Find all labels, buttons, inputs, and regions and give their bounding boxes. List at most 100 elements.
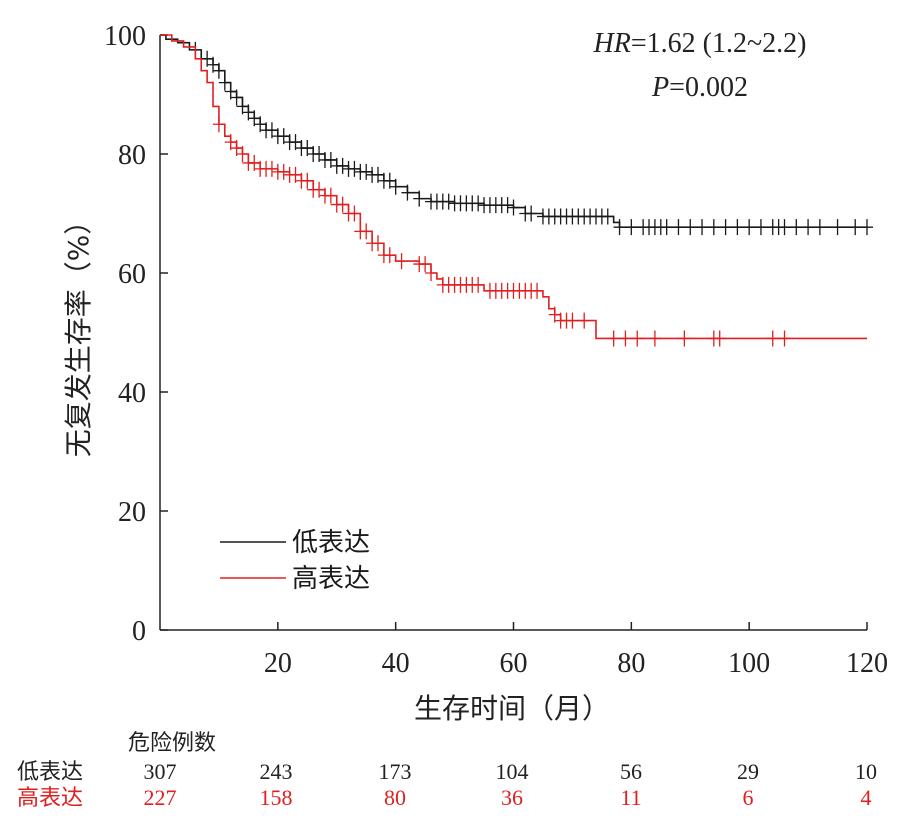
svg-text:P=0.002: P=0.002 [651, 72, 748, 103]
censor-mark-low [442, 193, 455, 210]
series-layer [160, 34, 873, 347]
censor-mark-high [212, 116, 225, 133]
censor-mark-low [625, 219, 638, 236]
svg-text:HR=1.62 (1.2~2.2): HR=1.62 (1.2~2.2) [593, 28, 807, 59]
censor-mark-high [383, 247, 396, 264]
censor-mark-high [778, 330, 791, 347]
censor-mark-low [696, 219, 709, 236]
risk-row-label-high: 高表达 [17, 786, 83, 811]
x-ticks: 20 40 60 80 100 120 [264, 622, 888, 679]
x-tick-label: 20 [264, 648, 292, 679]
censor-mark-high [472, 276, 485, 293]
censor-mark-low [813, 219, 826, 236]
x-axis-title: 生存时间（月） [414, 692, 610, 725]
censor-mark-low [672, 219, 685, 236]
censor-mark-low [831, 219, 844, 236]
risk-count-high: 80 [384, 785, 406, 810]
risk-count-high: 6 [743, 785, 754, 810]
p-label: P [651, 72, 669, 103]
risk-count-low: 173 [379, 759, 412, 784]
censor-mark-low [348, 160, 361, 177]
censor-mark-low [230, 89, 243, 106]
x-tick-label: 80 [617, 648, 645, 679]
risk-count-high: 11 [620, 785, 641, 810]
risk-count-high: 158 [260, 785, 293, 810]
censor-mark-low [802, 219, 815, 236]
censor-mark-low [778, 219, 791, 236]
hr-value: =1.62 (1.2~2.2) [631, 28, 807, 59]
statistics-annotation: HR=1.62 (1.2~2.2) P=0.002 [593, 28, 807, 103]
y-tick-label: 60 [118, 259, 146, 290]
censor-mark-high [648, 330, 661, 347]
series-high [160, 34, 867, 347]
censor-mark-low [401, 184, 414, 201]
censor-mark-low [613, 219, 626, 236]
censor-mark-low [218, 74, 231, 91]
censor-mark-low [790, 219, 803, 236]
censor-mark-low [719, 219, 732, 236]
censor-mark-high [713, 330, 726, 347]
censor-mark-high [336, 196, 349, 213]
y-axis-title: 无复发生存率（%） [62, 207, 95, 458]
censor-mark-high [419, 256, 432, 273]
censor-mark-high [631, 330, 644, 347]
censor-mark-high [277, 163, 290, 180]
censor-mark-high [607, 330, 620, 347]
risk-table-title: 危险例数 [128, 731, 216, 756]
censor-mark-high [766, 330, 779, 347]
y-tick-label: 100 [104, 21, 146, 52]
censor-mark-high [531, 282, 544, 299]
censor-mark-high [348, 205, 361, 222]
risk-row-label-low: 低表达 [17, 760, 83, 785]
censor-mark-low [660, 219, 673, 236]
censor-mark-low [501, 197, 514, 214]
y-tick-label: 0 [132, 616, 146, 647]
legend: 低表达 高表达 [220, 528, 370, 594]
censor-mark-high [578, 312, 591, 329]
censor-mark-high [566, 312, 579, 329]
x-tick-label: 40 [382, 648, 410, 679]
risk-count-low: 104 [496, 759, 529, 784]
censor-mark-low [684, 219, 697, 236]
risk-count-low: 56 [620, 759, 642, 784]
censor-mark-low [707, 219, 720, 236]
censor-mark-low [336, 157, 349, 174]
legend-label-high: 高表达 [292, 564, 370, 594]
x-tick-label: 120 [846, 648, 888, 679]
censor-mark-low [743, 219, 756, 236]
censor-mark-high [395, 253, 408, 270]
risk-count-high: 227 [144, 785, 177, 810]
censor-mark-low [754, 219, 767, 236]
series-low [160, 34, 873, 236]
y-tick-label: 40 [118, 378, 146, 409]
censor-mark-high [236, 146, 249, 162]
censor-mark-low [472, 195, 485, 212]
censor-mark-low [389, 178, 402, 195]
censor-mark-low [212, 62, 225, 79]
censor-mark-high [371, 235, 384, 252]
censor-mark-low [360, 163, 373, 180]
censor-mark-low [507, 199, 520, 216]
censor-mark-low [413, 190, 426, 207]
x-tick-label: 100 [728, 648, 770, 679]
censor-mark-low [525, 205, 538, 222]
risk-counts: 307 243 173 104 56 29 10 227 158 80 36 11 6 4 [144, 759, 878, 810]
censor-mark-low [601, 208, 614, 225]
legend-label-low: 低表达 [292, 528, 370, 558]
risk-count-high: 36 [501, 785, 523, 810]
risk-count-low: 29 [737, 759, 759, 784]
censor-mark-high [265, 160, 278, 177]
y-tick-label: 80 [118, 140, 146, 171]
risk-count-low: 243 [260, 759, 293, 784]
censor-mark-high [360, 223, 373, 240]
p-value: =0.002 [669, 72, 748, 103]
y-tick-label: 20 [118, 497, 146, 528]
censor-mark-high [324, 187, 337, 204]
risk-count-high: 4 [861, 785, 872, 810]
hr-label: HR [593, 28, 631, 59]
y-ticks: 0 20 40 60 80 100 [104, 21, 168, 647]
censor-mark-high [301, 172, 314, 189]
censor-mark-high [425, 265, 438, 281]
